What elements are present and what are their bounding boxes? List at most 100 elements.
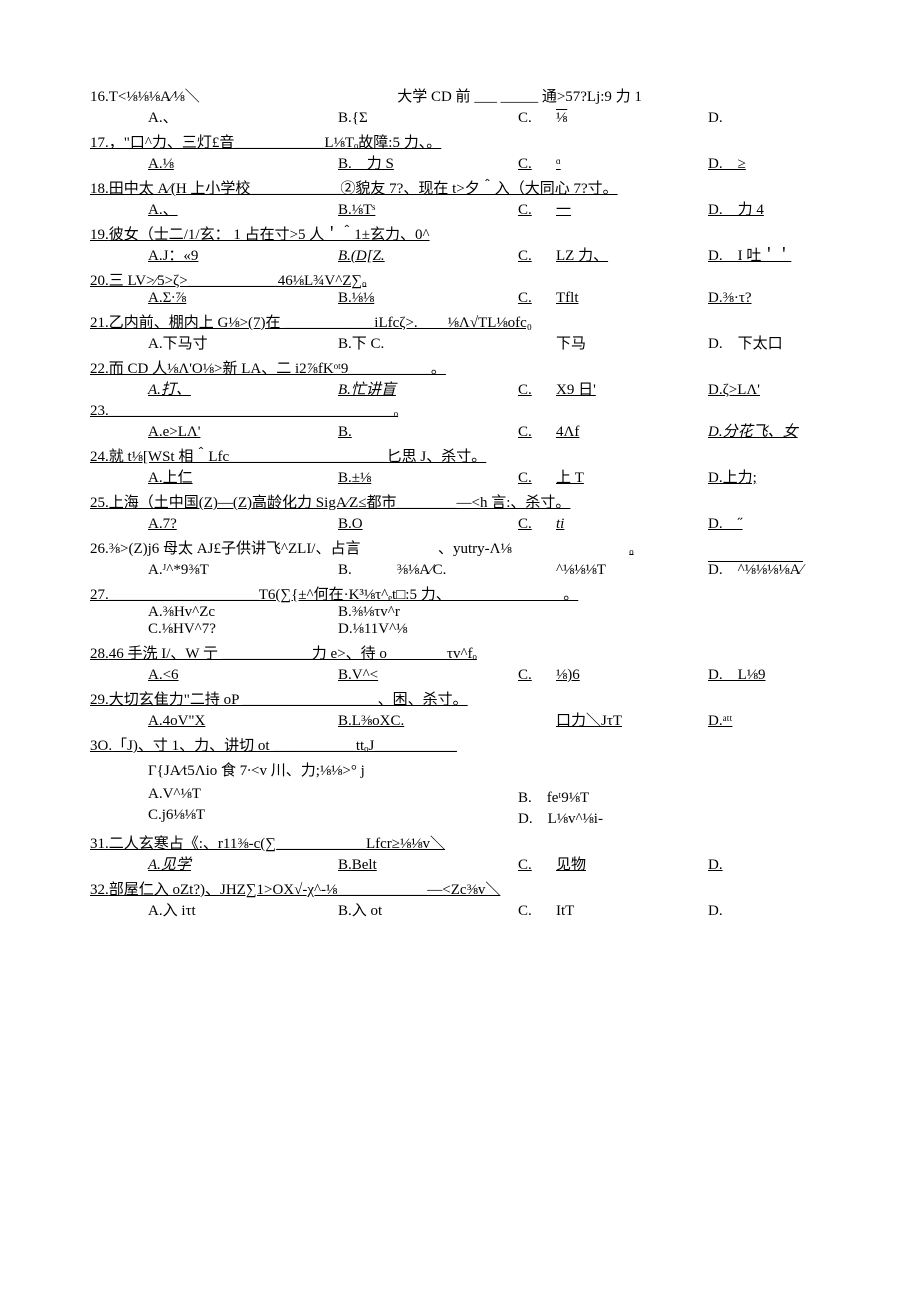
options-row-2: C.⅛HV^7? D.⅛11V^⅛ xyxy=(90,621,842,638)
q-text: 上海（土中国(Z)—(Z)高龄化力 SigA∕Z≤都市________—<h 言… xyxy=(109,491,842,512)
question-stem: 32. 部屋仁入 oZt?)、JHZ∑1>OX√-χ^-⅛___________… xyxy=(90,878,842,899)
options-row: A.⅜Hv^Zc B.⅜⅛τv^r xyxy=(90,604,842,621)
opt-c: Tflt xyxy=(556,290,708,307)
question-25: 25. 上海（土中国(Z)—(Z)高龄化力 SigA∕Z≤都市________—… xyxy=(90,491,842,533)
opt-a: A.⅜Hv^Zc xyxy=(148,604,338,621)
options-row: A.入 iτt B.入 ot C. ItT D. xyxy=(90,899,842,920)
q-num: 32. xyxy=(90,882,109,899)
opt-a: A.上仁 xyxy=(148,466,338,487)
q-text: ⅜>(Z)j6 母太 AJ£子供讲飞^ZLI/、占言 、yutry-Λ⅛ ₒ xyxy=(109,537,842,558)
q-text: 部屋仁入 oZt?)、JHZ∑1>OX√-χ^-⅛____________—<Z… xyxy=(109,878,842,899)
opt-b: B. feᵗ9⅛T xyxy=(518,786,589,807)
opt-d: D.⅛11V^⅛ xyxy=(338,621,685,638)
q-text: 就 t⅛[WSt 相＾Lfc_____________________匕思 J、… xyxy=(109,445,842,466)
opt-c-label: C. xyxy=(518,667,556,684)
opt-d: D. 力 4 xyxy=(708,198,868,219)
q-text: ，"口^力、三灯£音____________L⅛Tₒ故障:5 力、。 xyxy=(109,131,842,152)
opt-c-label: C. xyxy=(518,424,556,441)
opt-d: D. ≥ xyxy=(708,152,868,173)
opt-d: D. ^⅛⅛⅛⅛A∕ xyxy=(708,558,868,579)
opt-d: D. xyxy=(708,857,868,874)
opt-c: 下马 xyxy=(556,332,708,353)
opt-d: D.ζ>LΛ' xyxy=(708,382,868,399)
opt-a: A.ᴶ^*9⅜T xyxy=(148,562,338,579)
question-stem: 26. ⅜>(Z)j6 母太 AJ£子供讲飞^ZLI/、占言 、yutry-Λ⅛… xyxy=(90,537,842,558)
opt-d: D.⅜·τ? xyxy=(708,290,868,307)
opt-d: D. 下太口 xyxy=(708,332,868,353)
question-stem: 24. 就 t⅛[WSt 相＾Lfc_____________________匕… xyxy=(90,445,842,466)
opt-c-label: C. xyxy=(518,290,556,307)
q-num: 31. xyxy=(90,836,109,853)
opt-c-label: C. xyxy=(518,903,556,920)
q-text: 大切玄隹力"二持 oP __________________、困、杀寸。 xyxy=(109,688,842,709)
q-num: 3O. xyxy=(90,738,112,755)
options-row: A.ᴶ^*9⅜T B. ⅜⅛A∕C. ^⅛⅛⅛T D. ^⅛⅛⅛⅛A∕ xyxy=(90,558,842,579)
opt-b: B.V^< xyxy=(338,667,518,684)
opt-a: A.Σ∙⅞ xyxy=(148,290,338,307)
opt-c-label: C. xyxy=(518,382,556,399)
question-stem: 16. T<⅛⅛⅛A∕⅛＼ 大学 CD 前 ___ _____ 通>57?Lj:… xyxy=(90,85,842,106)
opt-b: B.下 C. xyxy=(338,332,518,353)
opt-b: B.L⅜oXC. xyxy=(338,713,518,730)
q-num: 23. xyxy=(90,403,109,420)
opt-b: B.Belt xyxy=(338,857,518,874)
opt-c-label: C. xyxy=(518,248,556,265)
opt-c: ^⅛⅛⅛T xyxy=(556,562,708,579)
question-23: 23. ____________________________________… xyxy=(90,403,842,441)
q-num: 19. xyxy=(90,227,109,244)
q-num: 29. xyxy=(90,692,109,709)
options-row: A.、 B.{Σ C. ⅛ D. xyxy=(90,106,842,127)
q-text: 「J)、寸 1、力、讲切 ot ___________ttₒJ_________… xyxy=(112,734,842,755)
opt-c: 见物 xyxy=(556,853,708,874)
opt-d: D. L⅛9 xyxy=(708,663,868,684)
opt-c-label: C. xyxy=(518,110,556,127)
question-30: 3O. 「J)、寸 1、力、讲切 ot ___________ttₒJ_____… xyxy=(90,734,842,828)
opt-c-label: C. xyxy=(518,202,556,219)
opt-b: B.⅛⅛ xyxy=(338,290,518,307)
opt-d: D. L⅛v^⅛i- xyxy=(518,807,603,828)
options-row: A.、 B.⅛Tˢ C. 一 D. 力 4 xyxy=(90,198,842,219)
question-22: 22. 而 CD 人⅛Λ'O⅛>新 LA、二 i2⅞fKᵒᵗ9_________… xyxy=(90,357,842,399)
opt-c-label: C. xyxy=(518,857,556,874)
options-row: A.打、 B.忙讲盲 C. X9 日' D.ζ>LΛ' xyxy=(90,378,842,399)
opt-b: B.⅜⅛τv^r xyxy=(338,604,685,621)
options-row: A.上仁 B.±⅛ C. 上 T D.上力; xyxy=(90,466,842,487)
opt-c-label: C. xyxy=(518,470,556,487)
q-text: ____________________T6(∑{±^何在·K³⅛τ^ₑt□:5… xyxy=(109,583,842,604)
question-stem: 19. 彼女（士二/1/玄： 1 占在寸>5 人＇＾1±玄力、0^ xyxy=(90,223,842,244)
q-num: 22. xyxy=(90,361,109,378)
opt-c: 4Λf xyxy=(556,424,708,441)
opt-c: LZ 力、 xyxy=(556,244,708,265)
opt-b: B.O xyxy=(338,516,518,533)
opt-c: ⅛ xyxy=(556,110,708,127)
opt-a: A.、 xyxy=(148,106,338,127)
opt-a: A.7? xyxy=(148,516,338,533)
question-stem: 21. 乙内前、棚内上 G⅛>(7)在 ____________iLfcζ>. … xyxy=(90,311,842,332)
opt-c-label: C. xyxy=(518,156,556,173)
q-num: 27. xyxy=(90,587,109,604)
q-text: 彼女（士二/1/玄： 1 占在寸>5 人＇＾1±玄力、0^ xyxy=(109,223,842,244)
opt-d: D. I 吐＇＇ xyxy=(708,244,868,265)
question-19: 19. 彼女（士二/1/玄： 1 占在寸>5 人＇＾1±玄力、0^ A.J：«9… xyxy=(90,223,842,265)
options-row: A.e>LΛ' B. C. 4Λf D.分花飞、女 xyxy=(90,420,842,441)
opt-c: 一 xyxy=(556,198,708,219)
opt-a: A.⅛ xyxy=(148,156,338,173)
q-text: 而 CD 人⅛Λ'O⅛>新 LA、二 i2⅞fKᵒᵗ9___________。 xyxy=(109,357,842,378)
q-num: 26. xyxy=(90,541,109,558)
opt-a: A.<6 xyxy=(148,667,338,684)
q-text: T<⅛⅛⅛A∕⅛＼ 大学 CD 前 ___ _____ 通>57?Lj:9 力 … xyxy=(109,85,842,106)
question-32: 32. 部屋仁入 oZt?)、JHZ∑1>OX√-χ^-⅛___________… xyxy=(90,878,842,920)
question-stem: 20. 三 LV>∕5>ζ>____________46⅛L¾V^Z∑ₒ xyxy=(90,269,842,290)
opt-b: B.⅛Tˢ xyxy=(338,202,518,219)
opt-d: D. xyxy=(708,903,868,920)
options-row: A.见学 B.Belt C. 见物 D. xyxy=(90,853,842,874)
opt-b: B. ⅜⅛A∕C. xyxy=(338,558,518,579)
opt-c: 口力＼JτT xyxy=(556,709,708,730)
opt-a: A.入 iτt xyxy=(148,899,338,920)
q-num: 17. xyxy=(90,135,109,152)
q-text: 二人玄寒占《:、r11⅜-c(∑____________Lfcr≥⅛⅛v＼ xyxy=(109,832,842,853)
options-row-2: C.j6⅛⅛T D. L⅛v^⅛i- xyxy=(90,807,842,828)
opt-c: ⅛)6 xyxy=(556,667,708,684)
question-26: 26. ⅜>(Z)j6 母太 AJ£子供讲飞^ZLI/、占言 、yutry-Λ⅛… xyxy=(90,537,842,579)
question-21: 21. 乙内前、棚内上 G⅛>(7)在 ____________iLfcζ>. … xyxy=(90,311,842,353)
